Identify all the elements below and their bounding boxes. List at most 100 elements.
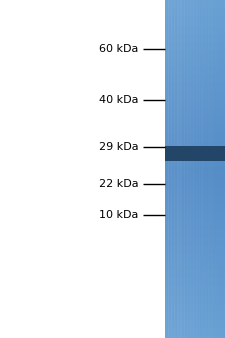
Bar bbox=[165, 291, 225, 293]
Bar bbox=[165, 264, 225, 266]
Bar bbox=[165, 4, 225, 6]
Bar bbox=[195, 0, 196, 338]
Bar bbox=[165, 225, 225, 226]
Bar bbox=[165, 233, 225, 234]
Text: 60 kDa: 60 kDa bbox=[99, 44, 138, 54]
Bar bbox=[165, 178, 225, 179]
Bar bbox=[165, 37, 225, 38]
Bar bbox=[165, 329, 225, 330]
Bar bbox=[165, 180, 225, 182]
Bar bbox=[200, 0, 201, 338]
Bar bbox=[165, 18, 225, 19]
Bar bbox=[165, 130, 225, 132]
Bar bbox=[165, 141, 225, 142]
Bar bbox=[165, 299, 225, 301]
Bar bbox=[191, 0, 192, 338]
Bar bbox=[165, 103, 225, 105]
Bar bbox=[165, 165, 225, 167]
Bar bbox=[165, 109, 225, 111]
Bar bbox=[165, 206, 225, 207]
Bar bbox=[208, 0, 209, 338]
Text: 22 kDa: 22 kDa bbox=[99, 179, 138, 189]
Bar bbox=[166, 0, 167, 338]
Bar bbox=[165, 185, 225, 186]
Bar bbox=[165, 63, 225, 64]
Bar bbox=[165, 110, 225, 112]
Bar bbox=[165, 268, 225, 269]
Bar bbox=[165, 62, 225, 63]
Bar bbox=[165, 83, 225, 84]
Bar bbox=[165, 298, 225, 300]
Bar bbox=[165, 171, 225, 172]
Bar bbox=[165, 146, 225, 148]
Bar bbox=[165, 252, 225, 254]
Bar bbox=[165, 242, 225, 243]
Bar bbox=[165, 175, 225, 177]
Bar bbox=[165, 314, 225, 315]
Bar bbox=[165, 271, 225, 273]
Bar bbox=[165, 134, 225, 135]
Bar bbox=[184, 0, 185, 338]
Bar bbox=[211, 0, 212, 338]
Bar bbox=[165, 190, 225, 192]
Bar bbox=[165, 308, 225, 310]
Bar bbox=[165, 287, 225, 288]
Bar bbox=[218, 0, 219, 338]
Bar bbox=[223, 0, 224, 338]
Bar bbox=[190, 0, 191, 338]
Bar bbox=[165, 179, 225, 180]
Bar bbox=[212, 0, 213, 338]
Bar bbox=[165, 12, 225, 14]
Bar bbox=[165, 288, 225, 290]
Bar bbox=[165, 202, 225, 204]
Bar bbox=[165, 21, 225, 23]
Bar bbox=[212, 0, 213, 338]
Bar bbox=[220, 0, 221, 338]
Bar bbox=[165, 173, 225, 175]
Bar bbox=[165, 119, 225, 121]
Bar bbox=[165, 200, 225, 202]
Bar bbox=[165, 55, 225, 56]
Bar bbox=[165, 24, 225, 26]
Bar bbox=[165, 38, 225, 40]
Bar bbox=[165, 122, 225, 124]
Bar bbox=[199, 0, 200, 338]
Bar bbox=[165, 276, 225, 277]
Bar bbox=[165, 245, 225, 247]
Bar bbox=[165, 176, 225, 178]
Bar bbox=[165, 303, 225, 304]
Bar bbox=[171, 0, 172, 338]
Bar bbox=[165, 78, 225, 80]
Bar bbox=[165, 259, 225, 260]
Bar bbox=[165, 65, 225, 67]
Bar bbox=[178, 0, 179, 338]
Bar bbox=[165, 223, 225, 224]
Bar bbox=[215, 0, 216, 338]
Bar bbox=[165, 322, 225, 323]
Bar bbox=[167, 0, 168, 338]
Bar bbox=[165, 47, 225, 48]
Bar bbox=[165, 334, 225, 336]
Bar bbox=[186, 0, 187, 338]
Bar bbox=[165, 172, 225, 173]
Bar bbox=[200, 0, 201, 338]
Bar bbox=[165, 285, 225, 286]
Bar bbox=[183, 0, 184, 338]
Bar bbox=[221, 0, 222, 338]
Bar bbox=[165, 273, 225, 275]
Bar bbox=[202, 0, 203, 338]
Bar bbox=[196, 0, 197, 338]
Bar bbox=[205, 0, 206, 338]
Bar bbox=[165, 107, 225, 108]
Bar bbox=[165, 279, 225, 281]
Bar bbox=[165, 36, 225, 37]
Bar bbox=[165, 284, 225, 285]
Bar bbox=[165, 251, 225, 252]
Bar bbox=[165, 75, 225, 77]
Bar bbox=[165, 27, 225, 28]
Bar bbox=[165, 34, 225, 36]
Bar bbox=[165, 232, 225, 233]
Bar bbox=[165, 323, 225, 324]
Bar bbox=[165, 154, 225, 155]
Bar bbox=[165, 216, 225, 217]
